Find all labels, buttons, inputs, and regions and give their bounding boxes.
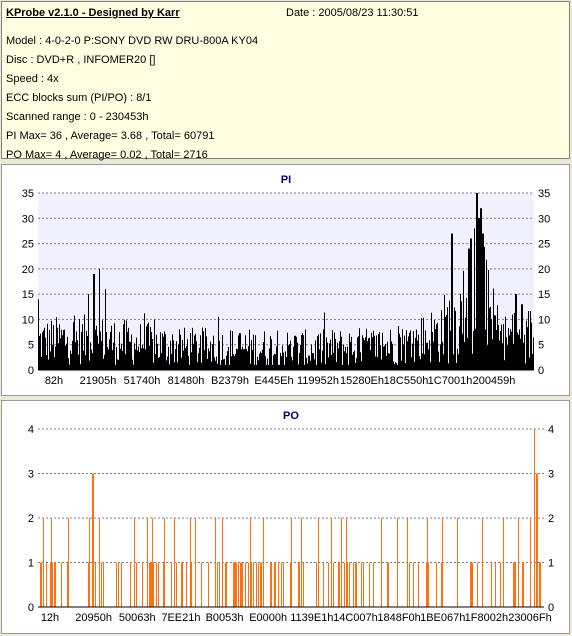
chart-title: PI <box>281 174 291 186</box>
y-tick-left: 20 <box>22 264 34 276</box>
y-tick-right: 25 <box>538 239 550 251</box>
range-line: Scanned range : 0 - 230453h <box>6 111 149 123</box>
info-panel: KProbe v2.1.0 - Designed by Karr Date : … <box>1 1 570 161</box>
speed-line: Speed : 4x <box>6 73 59 85</box>
pi-series-bars <box>38 193 534 370</box>
pi-chart-panel: PI 0 0 5 5 10 10 15 15 20 20 25 25 30 30 35 35 82h 21905h 5… <box>1 164 570 396</box>
x-tick-label: 7EE21h <box>161 612 200 624</box>
y-tick-right: 10 <box>538 314 550 326</box>
y-tick-left: 10 <box>22 314 34 326</box>
po-chart: PO 0 0 1 1 2 2 3 3 4 4 12h 20950h 50063h 7EE21h B0053h E… <box>28 410 554 624</box>
x-tick-label: 1F8002h <box>465 612 508 624</box>
y-tick-left: 1 <box>28 558 34 570</box>
disc-line: Disc : DVD+R , INFOMER20 [] <box>6 54 156 66</box>
y-tick-right: 1 <box>548 558 554 570</box>
x-tick-label: 15280Eh <box>340 375 384 387</box>
y-tick-right: 20 <box>538 264 550 276</box>
x-tick-label: E0000h <box>249 612 287 624</box>
y-tick-left: 5 <box>28 340 34 352</box>
y-tick-right: 15 <box>538 289 550 301</box>
x-tick-label: 1848F0h <box>377 612 420 624</box>
x-tick-label: 200459h <box>473 375 516 387</box>
chart-title: PO <box>283 410 299 422</box>
po-chart-panel: PO 0 0 1 1 2 2 3 3 4 4 12h 20950h 50063h 7EE21h B0053h E… <box>1 400 570 634</box>
y-tick-left: 25 <box>22 239 34 251</box>
po-series-bars <box>40 429 541 607</box>
y-tick-left: 15 <box>22 289 34 301</box>
x-tick-label: 81480h <box>168 375 205 387</box>
x-tick-label: 18C550h <box>384 375 429 387</box>
x-tick-label: 21905h <box>80 375 117 387</box>
scan-date: Date : 2005/08/23 11:30:51 <box>286 7 419 19</box>
y-tick-right: 30 <box>538 213 550 225</box>
x-tick-label: B0053h <box>206 612 244 624</box>
pi-chart: PI 0 0 5 5 10 10 15 15 20 20 25 25 30 30 35 35 82h 21905h 5… <box>22 174 551 387</box>
x-tick-label: 119952h <box>297 375 339 387</box>
x-tick-label: 82h <box>45 375 63 387</box>
x-tick-label: 1C7001h <box>428 375 473 387</box>
y-tick-right: 35 <box>538 188 550 200</box>
y-tick-left: 4 <box>28 424 34 436</box>
y-tick-left: 35 <box>22 188 34 200</box>
x-tick-label: E445Eh <box>254 375 293 387</box>
y-tick-right: 5 <box>538 340 544 352</box>
y-tick-right: 3 <box>548 469 554 481</box>
x-tick-label: 1BE067h <box>420 612 465 624</box>
x-tick-label: 50063h <box>119 612 156 624</box>
x-tick-label: 23006Fh <box>508 612 551 624</box>
x-tick-label: 20950h <box>75 612 112 624</box>
x-tick-label: 14C007h <box>333 612 378 624</box>
app-title: KProbe v2.1.0 - Designed by Karr <box>6 7 180 19</box>
x-tick-label: 1139E1h <box>290 612 333 624</box>
y-tick-right: 0 <box>538 365 544 377</box>
x-tick-label: 12h <box>41 612 59 624</box>
x-tick-label: 51740h <box>124 375 161 387</box>
pi-stats-line: PI Max= 36 , Average= 3.68 , Total= 6079… <box>6 130 215 142</box>
y-tick-left: 0 <box>28 365 34 377</box>
x-tick-label: B2379h <box>211 375 249 387</box>
y-tick-left: 30 <box>22 213 34 225</box>
y-tick-left: 2 <box>28 513 34 525</box>
ecc-line: ECC blocks sum (PI/PO) : 8/1 <box>6 92 152 104</box>
y-tick-left: 0 <box>28 602 34 614</box>
y-tick-right: 2 <box>548 513 554 525</box>
po-stats-line: PO Max= 4 , Average= 0.02 , Total= 2716 <box>6 149 208 161</box>
model-line: Model : 4-0-2-0 P:SONY DVD RW DRU-800A K… <box>6 35 259 47</box>
y-tick-left: 3 <box>28 469 34 481</box>
y-tick-right: 0 <box>548 602 554 614</box>
y-tick-right: 4 <box>548 424 554 436</box>
